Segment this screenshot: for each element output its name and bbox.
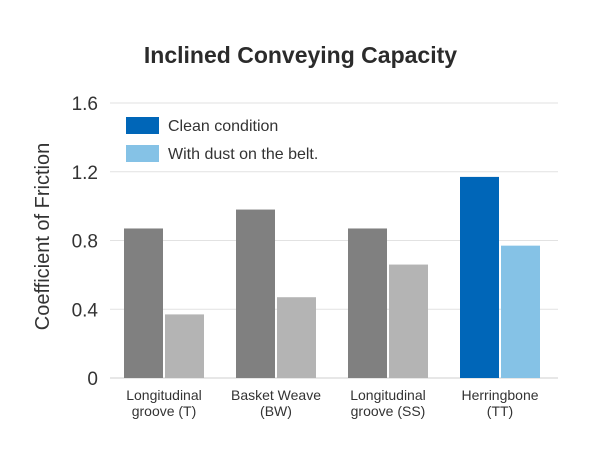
bar-dust-2 — [277, 297, 316, 378]
y-tick-label: 0.8 — [72, 232, 98, 253]
legend-label: Clean condition — [168, 118, 278, 135]
bar-dust-3 — [389, 264, 428, 378]
x-tick-label: Basket Weave — [231, 387, 321, 403]
y-tick-label: 1.2 — [72, 163, 98, 184]
bar-clean-3 — [348, 228, 387, 378]
x-tick-label: groove (T) — [132, 403, 197, 419]
bar-clean-1 — [124, 228, 163, 378]
y-axis-label: Coefficient of Friction — [32, 143, 54, 331]
bar-layer — [124, 176, 540, 378]
bar-clean-4 — [460, 176, 499, 378]
y-tick-label: 1.6 — [72, 94, 98, 115]
x-tick-label: (BW) — [260, 403, 292, 419]
legend-swatch — [126, 145, 159, 162]
y-tick-label: 0.4 — [72, 300, 99, 321]
bar-dust-1 — [165, 314, 204, 378]
x-tick-label: groove (SS) — [351, 403, 426, 419]
x-tick-label: Longitudinal — [350, 387, 426, 403]
bar-clean-2 — [236, 209, 275, 378]
legend-label: With dust on the belt. — [168, 146, 318, 163]
x-tick-label: Longitudinal — [126, 387, 202, 403]
x-tick-label: Herringbone — [461, 387, 538, 403]
y-tick-label: 0 — [87, 369, 98, 390]
x-tick-label: (TT) — [487, 403, 513, 419]
bar-dust-4 — [501, 245, 540, 378]
label-layer: 0 0.4 0.8 1.2 1.6 Coefficient of Friction Long… — [32, 94, 539, 419]
legend: Clean condition With dust on the belt. — [126, 117, 318, 163]
legend-swatch — [126, 117, 159, 134]
chart-title: Inclined Conveying Capacity — [143, 42, 458, 68]
